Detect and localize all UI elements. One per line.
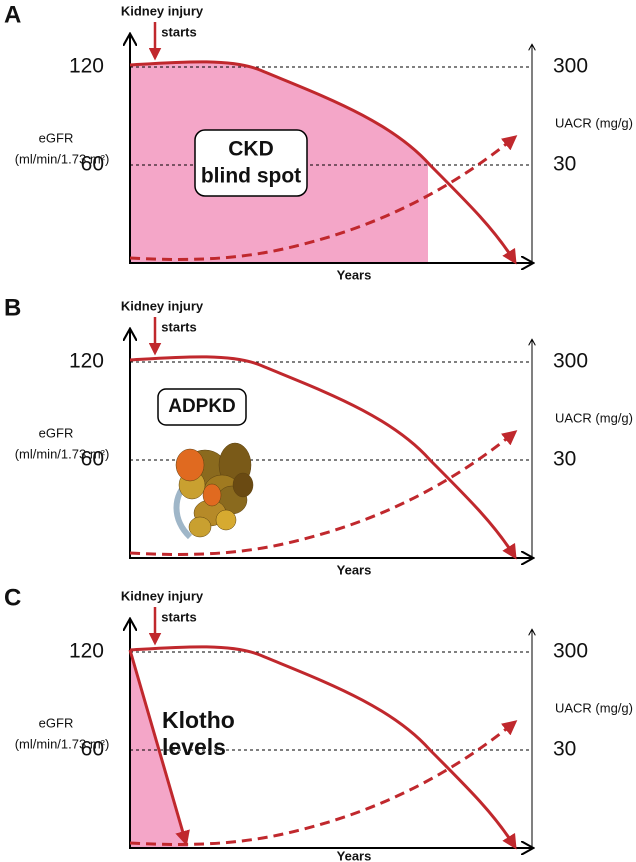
right-label: UACR (mg/g) — [555, 700, 633, 715]
injury-label: Kidney injury — [121, 298, 204, 313]
egfr-curve — [129, 645, 517, 850]
right-tick: 30 — [553, 448, 576, 471]
left-label: eGFR — [39, 130, 74, 145]
left-label: (ml/min/1.73 m²) — [15, 151, 110, 166]
injury-label: starts — [161, 24, 196, 39]
panel-letter: C — [4, 584, 21, 611]
panel-letter: B — [4, 294, 21, 321]
callout-text: CKD — [228, 138, 274, 161]
callout-text: levels — [162, 734, 226, 760]
uacr-curve — [129, 720, 518, 846]
panel: B Kidney injury starts 120 300 60 30 eGFR (ml/mi… — [4, 294, 633, 577]
callout-box — [157, 388, 247, 426]
x-label: Years — [337, 267, 372, 282]
egfr-curve — [129, 355, 517, 560]
left-tick: 120 — [69, 350, 104, 373]
kidney-cyst — [188, 516, 212, 538]
left-tick: 60 — [81, 738, 104, 761]
left-tick: 120 — [69, 55, 104, 78]
left-label: (ml/min/1.73 m²) — [15, 446, 110, 461]
uacr-curve — [129, 430, 518, 556]
right-label: UACR (mg/g) — [555, 410, 633, 425]
injury-label: Kidney injury — [121, 3, 204, 18]
egfr-curve — [129, 60, 517, 265]
left-tick: 60 — [81, 153, 104, 176]
right-tick: 300 — [553, 350, 588, 373]
callout-text: blind spot — [201, 165, 301, 188]
panel-letter: A — [4, 1, 21, 28]
injury-label: Kidney injury — [121, 588, 204, 603]
left-label: eGFR — [39, 715, 74, 730]
callout-text: ADPKD — [168, 396, 236, 417]
left-tick: 120 — [69, 640, 104, 663]
right-label: UACR (mg/g) — [555, 115, 633, 130]
left-label: eGFR — [39, 425, 74, 440]
uacr-curve — [129, 135, 518, 261]
right-tick: 30 — [553, 153, 576, 176]
x-label: Years — [337, 562, 372, 577]
left-label: (ml/min/1.73 m²) — [15, 736, 110, 751]
right-tick: 30 — [553, 738, 576, 761]
callout-box — [194, 129, 308, 197]
kidney-cyst — [175, 448, 205, 482]
klotho-arrow — [128, 649, 190, 846]
panel: C Kidney injury starts 120 300 60 30 eGFR (ml/mi… — [4, 584, 633, 862]
panel: A Kidney injury starts 120 300 60 30 eGFR (ml/mi… — [4, 1, 633, 282]
kidney-cyst — [202, 483, 222, 507]
left-tick: 60 — [81, 448, 104, 471]
right-tick: 300 — [553, 640, 588, 663]
kidney-cyst — [215, 509, 237, 531]
injury-label: starts — [161, 319, 196, 334]
x-label: Years — [337, 848, 372, 862]
injury-label: starts — [161, 609, 196, 624]
callout-text: Klotho — [162, 707, 235, 733]
kidney-cyst — [232, 472, 254, 498]
right-tick: 300 — [553, 55, 588, 78]
